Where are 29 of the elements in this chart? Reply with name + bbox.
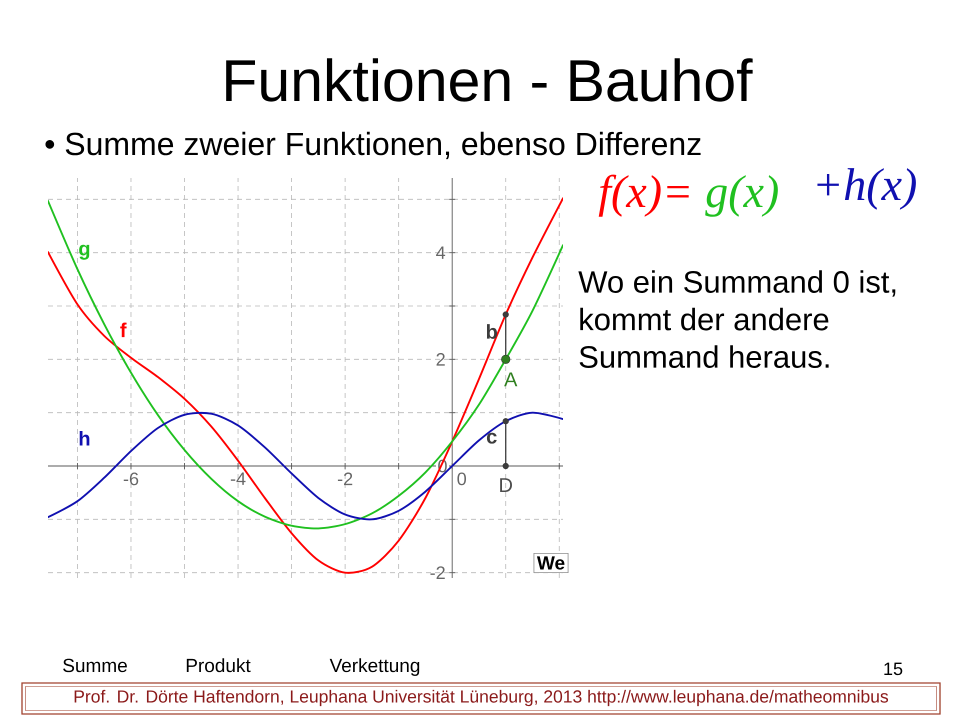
text: Produkt xyxy=(186,658,251,672)
y-tick-label: 4 xyxy=(436,246,446,259)
x-tick-label: 0 xyxy=(457,472,466,486)
text: Verkettung xyxy=(330,658,420,676)
annotation: We xyxy=(536,556,564,570)
x-tick-label: -4 xyxy=(230,472,246,485)
series-label: h xyxy=(80,430,90,446)
annotation: D xyxy=(500,478,512,492)
chart-subtitle: • Summe zweier Funktionen, ebenso Differenz xyxy=(45,132,701,160)
text: Wo ein Summand 0 ist, kommt der andere Summand heraus. xyxy=(578,270,896,368)
series-label: f xyxy=(120,322,127,338)
text: f(x)= xyxy=(598,174,689,217)
text: Summe xyxy=(63,658,127,672)
point xyxy=(502,418,509,424)
x-tick-label: -2 xyxy=(338,472,352,486)
chart-title: Funktionen - Bauhof xyxy=(226,58,753,102)
line-series xyxy=(48,412,564,520)
text: Prof. Dr. Dörte Haftendorn, Leuphana Universität Lüneburg, 2013 http://www.leuphana.de/matheomnibus xyxy=(74,690,888,706)
x-tick-label: -6 xyxy=(124,472,138,486)
text: +h(x) xyxy=(817,168,916,210)
y-tick-label: -2 xyxy=(430,566,445,579)
series-label: c xyxy=(486,432,497,444)
text: g(x) xyxy=(705,175,778,217)
y-tick-label: 2 xyxy=(436,353,445,366)
point xyxy=(502,462,509,470)
point xyxy=(502,311,509,318)
series-label: g xyxy=(79,244,90,260)
text: 15 xyxy=(884,662,902,676)
series-label: A xyxy=(504,372,518,386)
